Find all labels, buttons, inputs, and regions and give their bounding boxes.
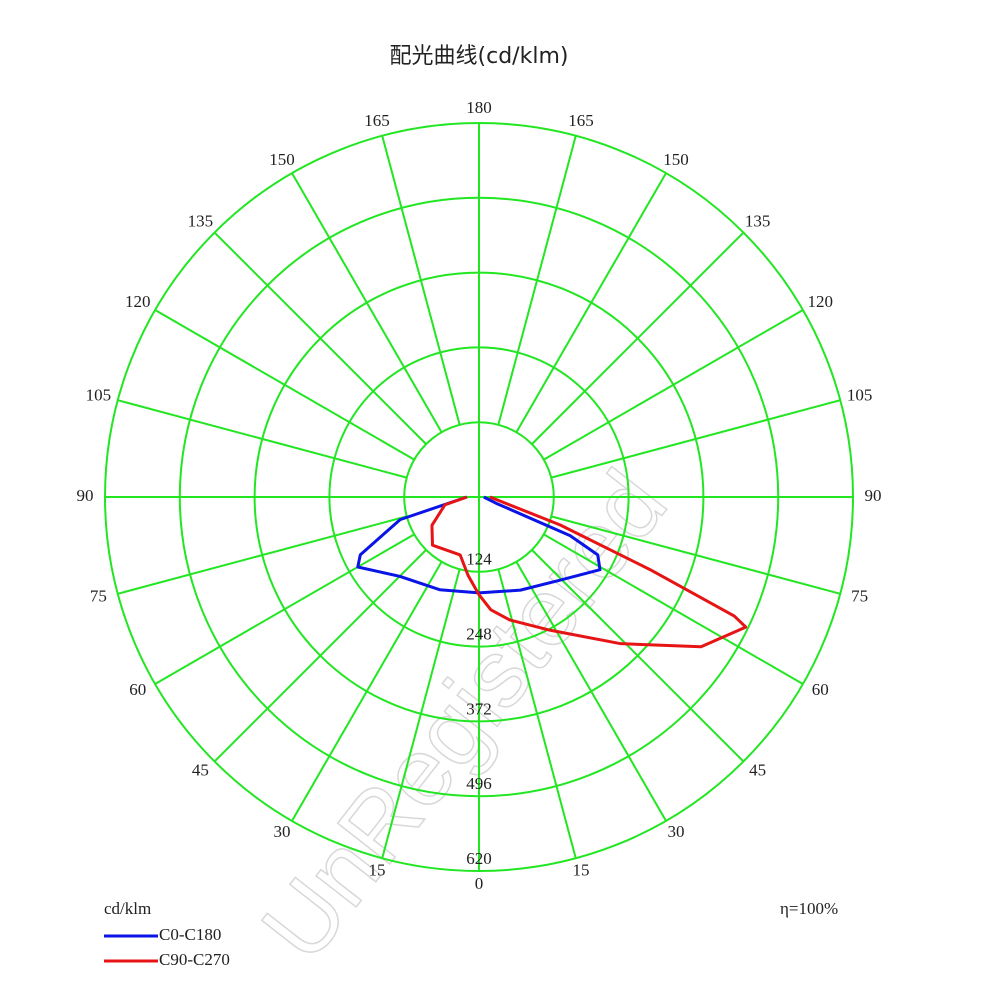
angle-label: 60 — [812, 680, 829, 699]
grid-spoke — [497, 568, 577, 859]
radial-label: 496 — [466, 774, 492, 793]
grid-spoke — [381, 135, 461, 426]
angle-label: 30 — [668, 822, 685, 841]
grid-spoke — [154, 309, 415, 461]
angle-label: 75 — [851, 586, 868, 605]
angle-label: 0 — [475, 874, 484, 893]
angle-label: 60 — [129, 680, 146, 699]
angle-label: 150 — [269, 150, 295, 169]
radial-label: 372 — [466, 699, 492, 718]
angle-label: 135 — [745, 212, 771, 231]
angle-label: 105 — [847, 385, 873, 404]
angle-label: 45 — [749, 760, 766, 779]
grid-spoke — [381, 568, 461, 859]
angle-label: 150 — [663, 150, 689, 169]
angle-label: 120 — [807, 292, 833, 311]
grid-spoke — [543, 309, 804, 461]
legend-label: C90-C270 — [159, 950, 230, 969]
grid-spoke — [213, 231, 427, 445]
angle-label: 30 — [274, 822, 291, 841]
series-line — [430, 495, 748, 649]
grid-spoke — [550, 515, 841, 595]
radial-label: 620 — [466, 849, 492, 868]
grid-spoke — [515, 561, 667, 822]
angle-label: 165 — [568, 111, 594, 130]
angle-label: 45 — [192, 760, 209, 779]
radial-label: 248 — [466, 625, 492, 644]
unit-label: cd/klm — [104, 899, 151, 918]
grid-spoke — [291, 172, 443, 433]
grid-spoke — [497, 135, 577, 426]
radial-label: 124 — [466, 550, 492, 569]
grid-spoke — [531, 231, 745, 445]
grid-spoke — [291, 561, 443, 822]
legend-label: C0-C180 — [159, 925, 221, 944]
angle-label: 15 — [572, 861, 589, 880]
grid-spoke — [117, 515, 408, 595]
grid-spoke — [550, 399, 841, 479]
grid-spoke — [515, 172, 667, 433]
angle-label: 90 — [77, 486, 94, 505]
chart-title: 配光曲线(cd/klm) — [390, 44, 569, 69]
angle-label: 15 — [369, 861, 386, 880]
angle-label: 135 — [188, 212, 214, 231]
grid-spoke — [117, 399, 408, 479]
efficiency-label: η=100% — [780, 899, 838, 918]
angle-label: 75 — [90, 586, 107, 605]
watermark: UnRegistered — [242, 451, 688, 979]
angle-label: 105 — [86, 385, 112, 404]
grid-spoke — [543, 533, 804, 685]
angle-label: 180 — [466, 98, 492, 117]
grid-spoke — [154, 533, 415, 685]
series-line — [356, 495, 602, 595]
angle-label: 120 — [125, 292, 151, 311]
angle-label: 90 — [865, 486, 882, 505]
angle-label: 165 — [364, 111, 390, 130]
grid-spoke — [213, 549, 427, 763]
grid-spoke — [531, 549, 745, 763]
